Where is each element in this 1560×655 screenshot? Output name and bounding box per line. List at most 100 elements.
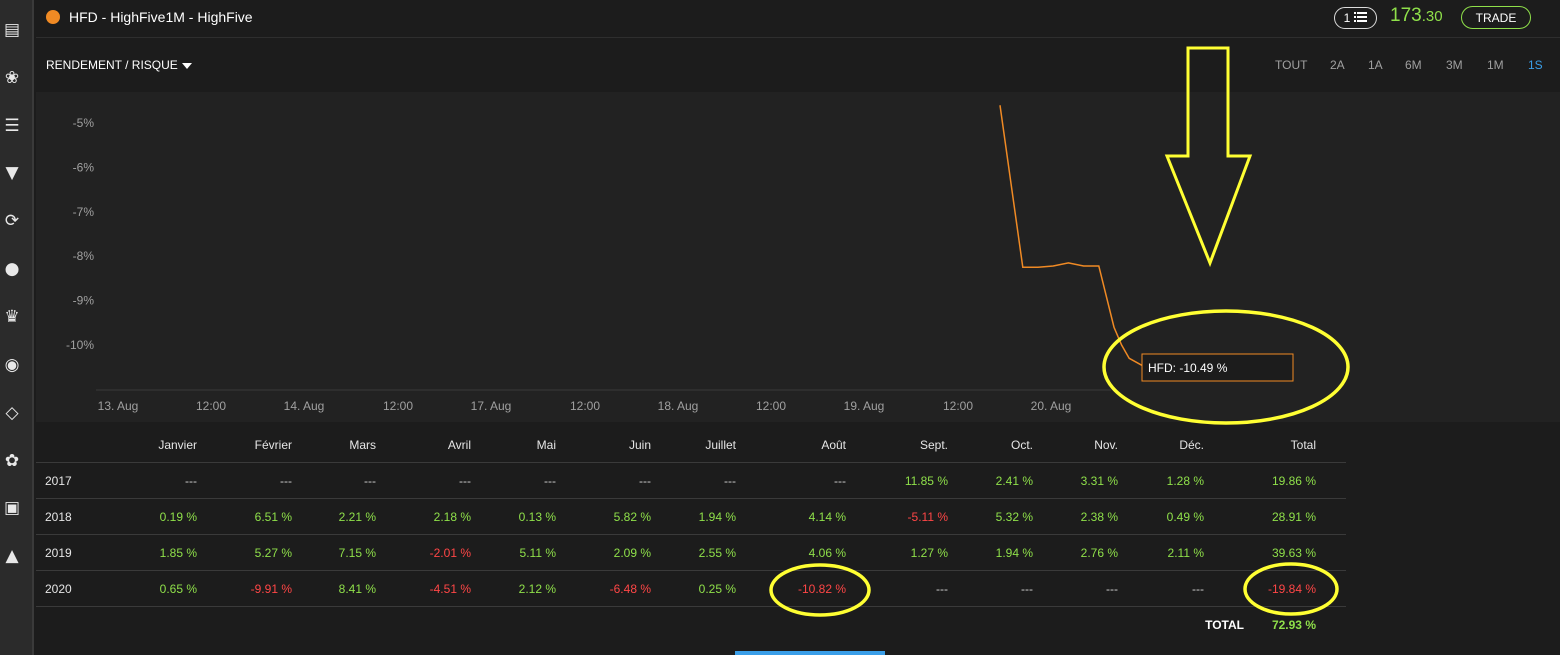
- dashboard-icon[interactable]: ▤: [3, 20, 21, 40]
- month-value-cell: ---: [724, 473, 736, 488]
- month-value-cell: ---: [1192, 581, 1204, 596]
- column-header: Février: [254, 438, 292, 452]
- current-price: 173.30: [1390, 5, 1443, 26]
- range-button-3m[interactable]: 3M: [1446, 58, 1463, 72]
- performance-chart[interactable]: -5% -6% -7% -8% -9% -10% 13. Aug 12:00 14. Aug 12…: [36, 92, 1560, 422]
- month-value-cell: ---: [544, 473, 556, 488]
- month-value-cell: 1.85 %: [159, 545, 197, 560]
- trophy-icon[interactable]: ♛: [4, 307, 20, 327]
- month-value-cell: 5.32 %: [995, 509, 1033, 524]
- table-row: 2019 1.85 % 5.27 % 7.15 % -2.01 % 5.11 % 2.09 …: [36, 535, 1346, 571]
- month-value-cell: 4.14 %: [808, 509, 846, 524]
- range-button-2a[interactable]: 2A: [1330, 58, 1345, 72]
- range-button-1m[interactable]: 1M: [1487, 58, 1504, 72]
- left-sidebar: ▤ ❀ ☰ ▼ ⟳ ● ♛ ◉ ◇ ✿ ▣ ▲: [0, 0, 34, 655]
- chat-icon[interactable]: ▣: [3, 498, 21, 518]
- month-value-cell: 2.18 %: [433, 509, 471, 524]
- range-button-1a[interactable]: 1A: [1368, 58, 1383, 72]
- month-value-cell: 7.15 %: [338, 545, 376, 560]
- month-value-cell: -2.01 %: [429, 545, 471, 560]
- x-tick-label: 13. Aug: [98, 399, 139, 413]
- medal-icon[interactable]: ◉: [4, 355, 20, 375]
- month-value-cell: ---: [459, 473, 471, 488]
- month-value-cell: 1.94 %: [698, 509, 736, 524]
- month-value-cell: 0.19 %: [159, 509, 197, 524]
- filter-icon[interactable]: ▼: [5, 163, 19, 183]
- metric-dropdown[interactable]: RENDEMENT / RISQUE: [46, 58, 192, 72]
- paw-icon[interactable]: ❀: [4, 68, 20, 88]
- month-value-cell: 0.13 %: [518, 509, 556, 524]
- watchlist-badge[interactable]: 1: [1334, 7, 1377, 29]
- month-value-cell: 2.76 %: [1080, 545, 1118, 560]
- graduation-icon[interactable]: ▲: [5, 546, 19, 566]
- year-cell: 2018: [45, 509, 72, 524]
- month-value-cell: ---: [639, 473, 651, 488]
- column-header: Sept.: [919, 438, 948, 452]
- month-value-cell: -9.91 %: [250, 581, 292, 596]
- x-tick-label: 14. Aug: [284, 399, 325, 413]
- x-tick-label: 12:00: [383, 399, 413, 413]
- grand-total-row: TOTAL 72.93 %: [36, 610, 1346, 640]
- y-tick-label: -7%: [73, 205, 95, 219]
- grand-total-value: 72.93 %: [1271, 618, 1316, 632]
- y-tick-label: -5%: [73, 116, 95, 130]
- month-value-cell: 2.11 %: [1167, 545, 1204, 560]
- range-button-6m[interactable]: 6M: [1405, 58, 1422, 72]
- tooltip-text: HFD: -10.49 %: [1148, 361, 1228, 375]
- x-tick-label: 18. Aug: [658, 399, 699, 413]
- month-value-cell: 4.06 %: [808, 545, 846, 560]
- chart-canvas: -5% -6% -7% -8% -9% -10% 13. Aug 12:00 14. Aug 12…: [66, 105, 1294, 413]
- month-value-cell: 0.25 %: [698, 581, 736, 596]
- year-total-cell: -19.84 %: [1267, 581, 1316, 596]
- watchlist-count: 1: [1343, 11, 1351, 25]
- year-total-cell: 28.91 %: [1271, 509, 1316, 524]
- x-tick-label: 20. Aug: [1031, 399, 1072, 413]
- month-value-cell: 6.51 %: [254, 509, 292, 524]
- trade-button[interactable]: TRADE: [1461, 6, 1531, 29]
- x-tick-label: 12:00: [756, 399, 786, 413]
- piggy-bank-icon[interactable]: ●: [4, 259, 20, 279]
- scroll-indicator[interactable]: [735, 651, 885, 655]
- month-value-cell: 5.27 %: [254, 545, 292, 560]
- metric-dropdown-label: RENDEMENT / RISQUE: [46, 58, 178, 72]
- column-header: Total: [1290, 438, 1316, 452]
- x-tick-label: 12:00: [570, 399, 600, 413]
- code-icon[interactable]: ◇: [5, 403, 19, 423]
- month-value-cell: 3.31 %: [1080, 473, 1118, 488]
- month-value-cell: 0.65 %: [159, 581, 197, 596]
- month-value-cell: 2.41 %: [995, 473, 1033, 488]
- column-header: Oct.: [1010, 438, 1033, 452]
- month-value-cell: ---: [1106, 581, 1118, 596]
- column-header: Juin: [628, 438, 651, 452]
- month-value-cell: 5.11 %: [519, 545, 556, 560]
- x-tick-label: 19. Aug: [844, 399, 885, 413]
- refresh-icon[interactable]: ⟳: [4, 211, 20, 231]
- year-cell: 2020: [45, 581, 72, 596]
- month-value-cell: 2.55 %: [698, 545, 736, 560]
- month-value-cell: ---: [834, 473, 846, 488]
- month-value-cell: ---: [1021, 581, 1033, 596]
- month-value-cell: 2.09 %: [613, 545, 651, 560]
- month-value-cell: 1.28 %: [1166, 473, 1204, 488]
- series-line-hfd: [999, 105, 1160, 368]
- range-button-tout[interactable]: TOUT: [1275, 58, 1308, 72]
- table-row: 2020 0.65 % -9.91 % 8.41 % -4.51 % 2.12 % -6.4…: [36, 571, 1346, 607]
- list-icon[interactable]: ☰: [4, 116, 20, 136]
- month-value-cell: 2.21 %: [338, 509, 376, 524]
- year-total-cell: 39.63 %: [1271, 545, 1316, 560]
- paw-circle-icon[interactable]: ✿: [4, 451, 20, 471]
- month-value-cell: ---: [280, 473, 292, 488]
- y-tick-label: -6%: [73, 160, 95, 174]
- month-value-cell: 1.27 %: [910, 545, 948, 560]
- list-icon: [1354, 11, 1368, 25]
- range-button-1s[interactable]: 1S: [1528, 58, 1543, 72]
- y-tick-label: -8%: [73, 249, 95, 263]
- top-header: HFD - HighFive1M - HighFive 1 173.30 TRA…: [36, 0, 1560, 38]
- instrument-color-dot: [46, 10, 60, 24]
- month-value-cell: 1.94 %: [995, 545, 1033, 560]
- x-tick-label: 12:00: [196, 399, 226, 413]
- column-header: Avril: [447, 438, 471, 452]
- column-header: Janvier: [158, 438, 197, 452]
- column-header: Mai: [536, 438, 556, 452]
- monthly-returns-table: Janvier Février Mars Avril Mai Juin Juillet Aoû…: [36, 428, 1346, 607]
